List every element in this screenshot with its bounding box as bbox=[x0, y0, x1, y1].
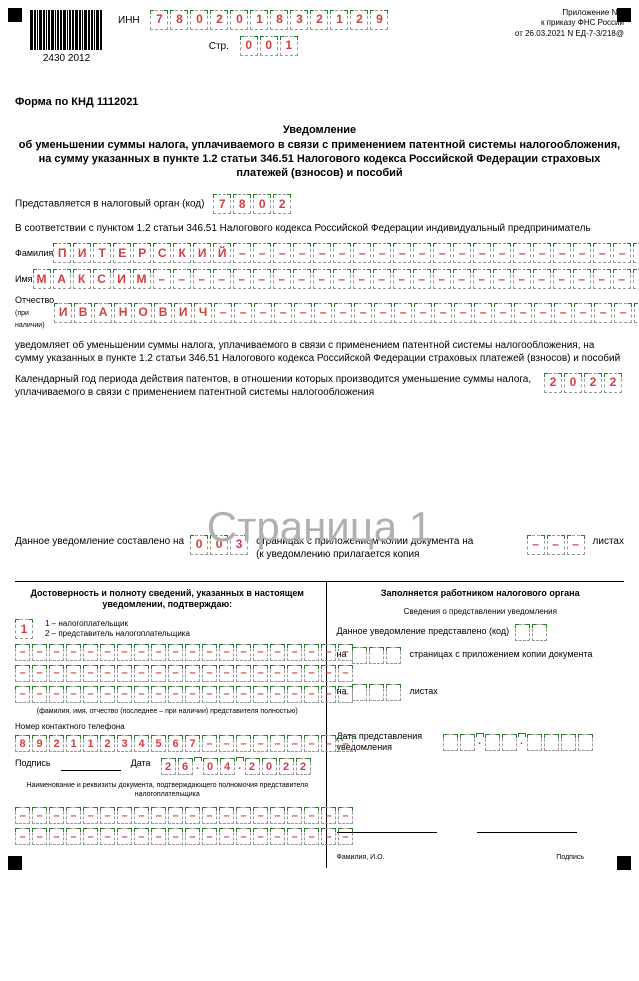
declarant-type-cells: 1 bbox=[15, 619, 35, 639]
inn-label: ИНН bbox=[118, 14, 140, 27]
surname-label: Фамилия bbox=[15, 248, 53, 260]
name-cells: МАКСИМ––––––––––––––––––––––––– bbox=[33, 269, 639, 289]
patronymic-cells: ИВАНОВИЧ––––––––––––––––––––––– bbox=[54, 303, 639, 323]
doc-title: Наименование и реквизиты документа, подт… bbox=[15, 781, 320, 799]
right-pages-cells bbox=[352, 647, 403, 664]
right-date-cells: .. bbox=[443, 734, 595, 751]
patronymic-label: Отчество (при наличии) bbox=[15, 295, 54, 330]
pagecount-cells: 003 bbox=[190, 535, 250, 555]
year-text2: уплачиваемого в связи с применением пате… bbox=[15, 387, 374, 398]
date-cells: 26.04.2022 bbox=[161, 758, 313, 775]
declaration-text: уведомляет об уменьшении суммы налога, у… bbox=[15, 339, 624, 365]
surname-cells: ПИТЕРСКИЙ–––––––––––––––––––––– bbox=[53, 243, 639, 263]
attach-cells: ––– bbox=[527, 535, 587, 555]
phone-cells: 89211234567––––––––– bbox=[15, 735, 355, 752]
representative-name-rows: ––––––––––––––––––––––––––––––––––––––––… bbox=[15, 640, 320, 703]
inn-cells: 780201832129 bbox=[150, 10, 390, 30]
intro-text: В соответствии с пунктом 1.2 статьи 346.… bbox=[15, 222, 624, 235]
main-title: Уведомление об уменьшении суммы налога, … bbox=[15, 123, 624, 180]
rep-footnote: (фамилия, имя, отчество (последнее – при… bbox=[15, 707, 320, 716]
date-label: Дата bbox=[131, 758, 151, 775]
right-section-title: Заполняется работником налогового органа bbox=[337, 588, 625, 600]
right-sheets-cells bbox=[352, 684, 403, 701]
tax-authority-label: Представляется в налоговый орган (код) bbox=[15, 199, 204, 210]
page-label: Стр. bbox=[209, 40, 229, 53]
form-code: Форма по КНД 1112021 bbox=[15, 95, 624, 109]
compose-text4: (к уведомлению прилагается копия bbox=[256, 549, 419, 560]
sig-line bbox=[61, 758, 121, 771]
presented-cells bbox=[515, 624, 549, 641]
document-rows: –––––––––––––––––––––––––––––––––––––––– bbox=[15, 803, 320, 845]
name-label: Имя bbox=[15, 274, 33, 286]
barcode: 2430 2012 bbox=[30, 10, 103, 65]
right-siglabel1: Фамилия, И.О. bbox=[337, 853, 385, 862]
sig-label: Подпись bbox=[15, 758, 51, 775]
phone-label: Номер контактного телефона bbox=[15, 722, 320, 732]
left-section-title: Достоверность и полноту сведений, указан… bbox=[15, 588, 320, 611]
right-sig-line2 bbox=[477, 820, 577, 833]
right-subtitle: Сведения о представлении уведомления bbox=[337, 607, 625, 617]
pages-text: страницах с приложением копии документа bbox=[409, 649, 592, 661]
year-cells: 2022 bbox=[544, 373, 624, 393]
compose-text1: Данное уведомление составлено на bbox=[15, 535, 184, 548]
year-text: Календарный год периода действия патенто… bbox=[15, 374, 531, 385]
page-num-cells: 001 bbox=[240, 36, 300, 56]
appendix-note: Приложение N 1 к приказу ФНС России от 2… bbox=[515, 8, 624, 39]
right-siglabel2: Подпись bbox=[556, 853, 584, 862]
declarant-options: 1 – налогоплательщик 2 – представитель н… bbox=[45, 619, 190, 640]
tax-authority-cells: 7802 bbox=[213, 194, 293, 214]
compose-text2: страницах с приложением копии документа … bbox=[256, 536, 473, 547]
presented-label: Данное уведомление представлено (код) bbox=[337, 626, 510, 638]
compose-text3: листах bbox=[593, 535, 624, 548]
sheets-text: листах bbox=[409, 686, 437, 698]
